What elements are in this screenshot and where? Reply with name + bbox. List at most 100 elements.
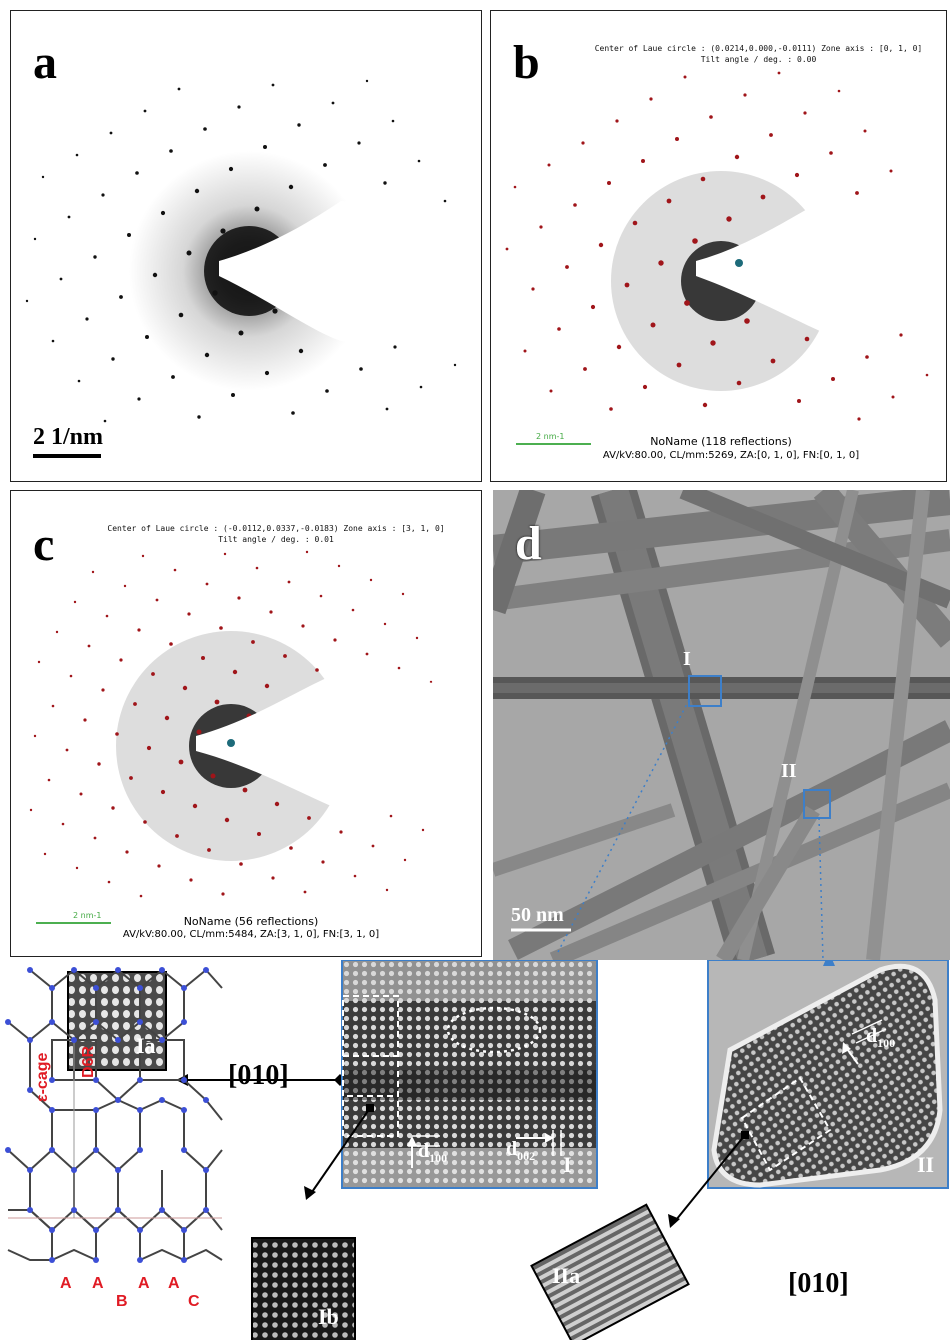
diffraction-spot — [169, 642, 173, 646]
framework-atom — [137, 1227, 143, 1233]
diffraction-spot — [283, 654, 287, 658]
diffraction-spot — [173, 568, 177, 572]
diffraction-spot — [323, 163, 327, 167]
diffraction-spot — [616, 344, 622, 350]
diffraction-spot — [301, 624, 305, 628]
region-box-II — [803, 789, 831, 819]
framework-atom — [159, 967, 165, 973]
diffraction-spot — [251, 640, 255, 644]
footer2-b: AV/kV:80.00, CL/mm:5269, ZA:[0, 1, 0], F… — [602, 450, 860, 461]
diffraction-spot — [101, 688, 105, 692]
framework-atom — [159, 1037, 165, 1043]
diffraction-spot — [237, 596, 241, 600]
diffraction-spot — [658, 260, 664, 266]
diffraction-spot — [598, 242, 604, 248]
framework-atom — [93, 985, 99, 991]
diffraction-spot — [650, 322, 656, 328]
diffraction-spot — [109, 131, 113, 135]
framework-atom — [181, 1107, 187, 1113]
diffraction-spot — [79, 792, 83, 796]
diffraction-spot — [187, 612, 191, 616]
beam-center-b — [735, 259, 743, 267]
diffraction-spot — [734, 154, 740, 160]
diffraction-spot — [152, 272, 158, 278]
diffraction-spot — [274, 801, 280, 807]
diffraction-spot — [769, 133, 773, 137]
diffraction-spot — [107, 880, 111, 884]
diffraction-spot — [178, 759, 184, 765]
framework-atom — [137, 1019, 143, 1025]
diffraction-pattern-a — [25, 79, 481, 423]
inset-Ib — [251, 1237, 356, 1340]
diffraction-spot — [794, 172, 800, 178]
diffraction-spot — [194, 188, 200, 194]
diffraction-spot — [232, 669, 238, 675]
diffraction-spot — [143, 109, 147, 113]
diffraction-spot — [237, 105, 241, 109]
diffraction-spot — [365, 79, 369, 83]
diffraction-spot — [397, 666, 401, 670]
diffraction-spot — [73, 600, 77, 604]
diffraction-spot — [692, 238, 698, 244]
framework-atom — [137, 985, 143, 991]
zone-axis-label-2: [010] — [788, 1268, 849, 1299]
diffraction-spot — [385, 407, 389, 411]
diffraction-spot — [59, 277, 63, 281]
diffraction-spot — [641, 159, 645, 163]
framework-atom — [115, 967, 121, 973]
diffraction-spot — [624, 282, 630, 288]
footer1-b: NoName (118 reflections) — [650, 435, 792, 448]
diffraction-spot — [47, 778, 51, 782]
diffraction-spot — [271, 83, 275, 87]
diffraction-spot — [676, 362, 682, 368]
diffraction-spot — [146, 745, 152, 751]
hrtem-label-I: I — [563, 1152, 572, 1177]
diffraction-spot — [337, 564, 341, 568]
framework-atom — [115, 1097, 121, 1103]
diffraction-spot — [863, 129, 867, 133]
diffraction-spot — [547, 163, 551, 167]
diffraction-spot — [429, 680, 433, 684]
diffraction-spot — [125, 850, 129, 854]
scale-bar-a — [33, 454, 101, 458]
diffraction-spot — [702, 402, 708, 408]
hrtem-II-d100: d100 — [866, 1025, 895, 1051]
diffraction-spot — [177, 87, 181, 91]
diffraction-spot — [231, 393, 235, 397]
diffraction-spot — [649, 97, 653, 101]
footer2-c: AV/kV:80.00, CL/mm:5484, ZA:[3, 1, 0], F… — [122, 929, 380, 940]
d002-subscript: 002 — [517, 1149, 536, 1163]
diffraction-spot — [207, 848, 211, 852]
diffraction-spot — [87, 644, 91, 648]
diffraction-spot — [203, 127, 207, 131]
framework-atom — [71, 967, 77, 973]
diffraction-spot — [642, 384, 648, 390]
diffraction-spot — [143, 820, 147, 824]
diffraction-spot — [700, 176, 706, 182]
diffraction-spot — [770, 358, 776, 364]
diffraction-spot — [228, 166, 234, 172]
diffraction-spot — [133, 702, 137, 706]
diffraction-spot — [573, 203, 577, 207]
inset-IIa — [530, 1203, 690, 1340]
framework-atom — [49, 1107, 55, 1113]
bottom-figure — [5, 960, 949, 1340]
panel-c: c Center of Laue circle : (-0.0112,0.033… — [10, 490, 482, 957]
diffraction-spot — [75, 866, 79, 870]
tilt-header-c: Tilt angle / deg. : 0.01 — [218, 535, 334, 544]
diffraction-spot — [141, 554, 145, 558]
diffraction-spot — [331, 101, 335, 105]
diffraction-spot — [137, 628, 141, 632]
indexed-pattern-c — [29, 550, 481, 924]
diffraction-spot — [77, 379, 81, 383]
footer1-c: NoName (56 reflections) — [183, 915, 319, 928]
beam-stopper-a — [219, 201, 481, 341]
diffraction-spot — [889, 169, 893, 173]
inset-label-Ib: Ib — [318, 1304, 339, 1329]
tem-micrograph — [493, 490, 950, 960]
framework-atom — [181, 1227, 187, 1233]
stacking-letter: A — [60, 1275, 72, 1292]
scale-text-a: 2 1/nm — [33, 424, 104, 450]
diffraction-spot — [393, 345, 397, 349]
d002-symbol: d — [506, 1138, 518, 1160]
